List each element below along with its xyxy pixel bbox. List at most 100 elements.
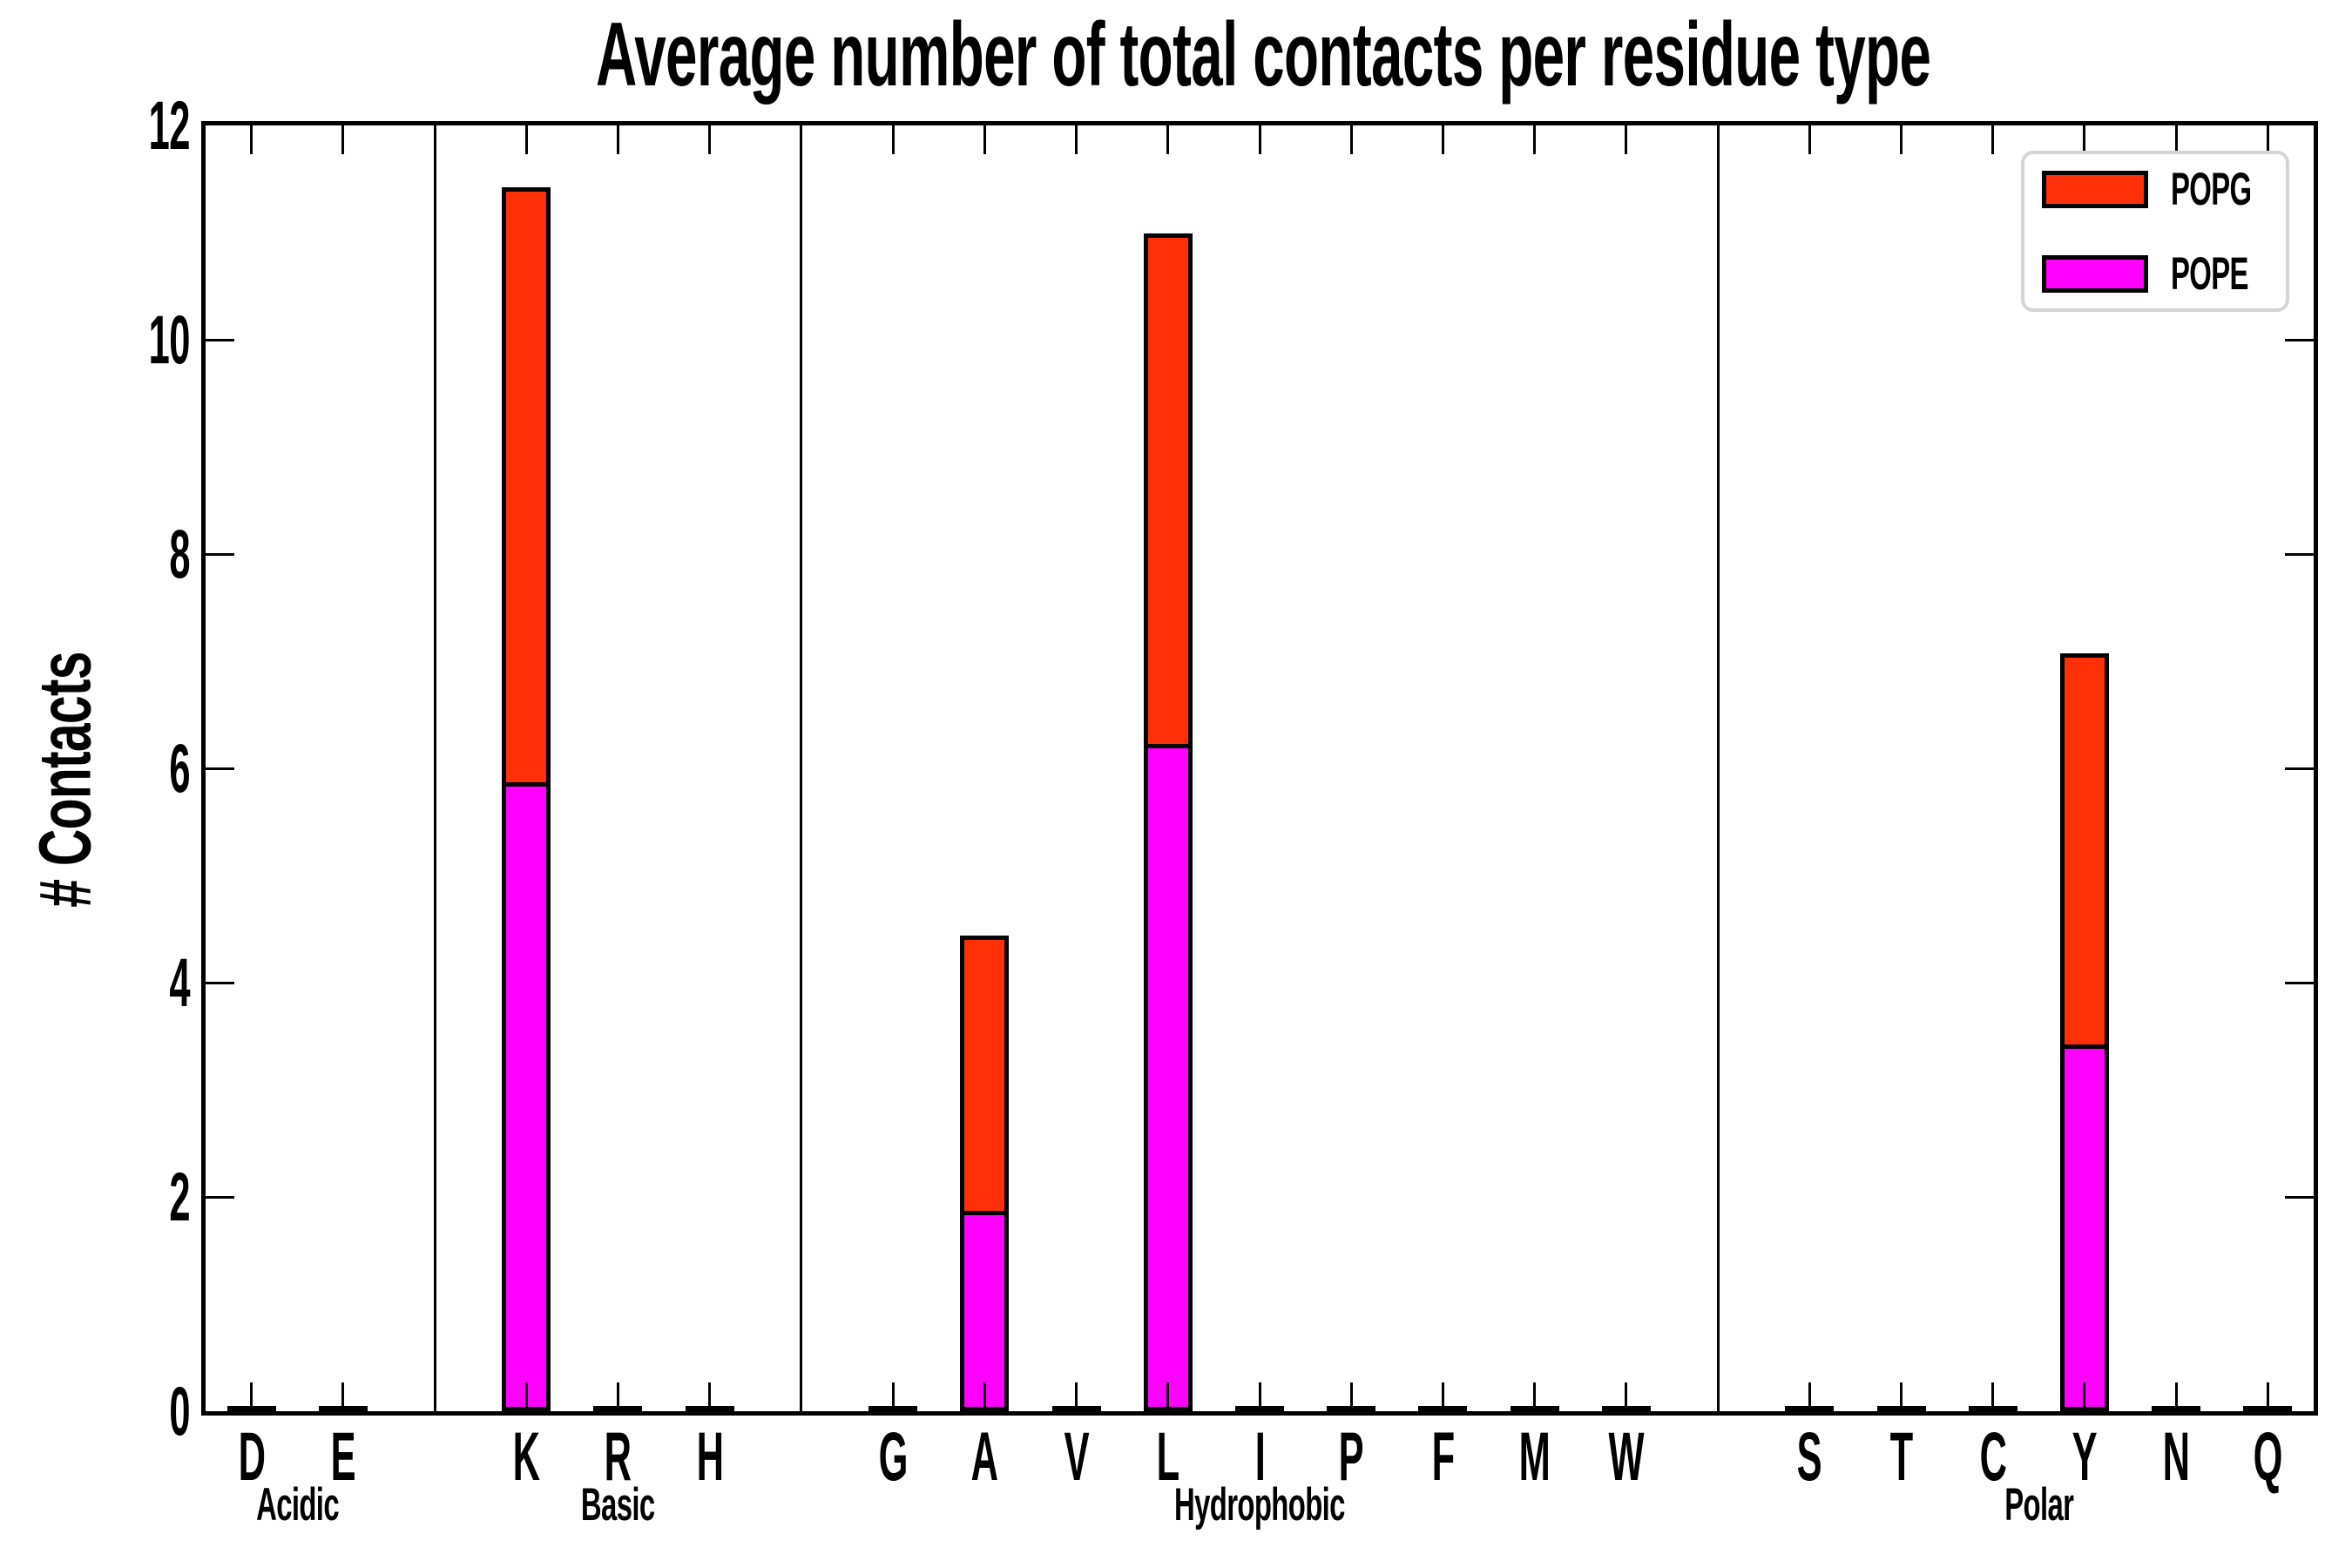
x-tick-label-L: L xyxy=(1103,1417,1233,1495)
group-label-text-basic: Basic xyxy=(581,1479,655,1531)
group-label-text-acidic: Acidic xyxy=(255,1479,340,1531)
x-tick-top-M xyxy=(1533,125,1537,154)
x-tick-label-text-M: M xyxy=(1518,1417,1551,1495)
x-tick-top-P xyxy=(1349,125,1353,154)
x-tick-label-text-K: K xyxy=(512,1417,540,1495)
x-tick-bottom-V xyxy=(1075,1382,1078,1411)
y-tick-right-2 xyxy=(2285,1195,2314,1199)
y-tick-left-6 xyxy=(206,767,234,770)
legend-label-pope: POPE xyxy=(2171,247,2248,300)
bar-Y-POPG xyxy=(2059,653,2109,1045)
x-tick-top-Q xyxy=(2266,125,2269,154)
x-tick-top-L xyxy=(1166,125,1170,154)
x-tick-label-text-C: C xyxy=(1979,1417,2007,1495)
y-tick-label-text-8: 8 xyxy=(169,515,190,592)
y-tick-label-text-2: 2 xyxy=(169,1158,190,1235)
x-tick-label-W: W xyxy=(1561,1422,1692,1490)
bar-A-POPG xyxy=(960,935,1010,1211)
x-tick-label-text-Y: Y xyxy=(2072,1417,2098,1495)
x-tick-label-Y: Y xyxy=(2019,1417,2150,1495)
x-tick-bottom-E xyxy=(341,1382,345,1411)
x-tick-label-D: D xyxy=(186,1422,317,1490)
x-tick-bottom-N xyxy=(2174,1382,2178,1411)
legend-swatch-pope xyxy=(2042,254,2148,293)
bar-L-POPG xyxy=(1143,233,1193,744)
x-tick-top-Y xyxy=(2083,125,2086,154)
group-label-text-hydrophobic: Hydrophobic xyxy=(1174,1479,1345,1531)
x-tick-top-F xyxy=(1441,125,1444,154)
x-tick-bottom-S xyxy=(1808,1382,1811,1411)
x-tick-label-text-N: N xyxy=(2162,1417,2190,1495)
x-tick-label-K: K xyxy=(461,1417,591,1495)
legend-item-pope: POPE xyxy=(2042,247,2286,301)
y-tick-label-2: 2 xyxy=(0,1158,190,1235)
x-tick-label-P: P xyxy=(1286,1422,1416,1490)
x-tick-top-I xyxy=(1258,125,1261,154)
x-tick-top-C xyxy=(1991,125,1995,154)
y-tick-label-8: 8 xyxy=(0,515,190,592)
x-tick-bottom-H xyxy=(708,1382,712,1411)
x-tick-label-text-T: T xyxy=(1889,1417,1914,1495)
x-tick-label-text-F: F xyxy=(1431,1417,1455,1495)
y-tick-label-text-6: 6 xyxy=(169,729,190,807)
bar-L-POPE xyxy=(1143,743,1193,1411)
bar-A-POPE xyxy=(960,1211,1010,1411)
y-tick-label-text-0: 0 xyxy=(169,1372,190,1450)
x-tick-top-E xyxy=(341,125,345,154)
x-tick-label-text-E: E xyxy=(330,1417,356,1495)
bar-Y-POPE xyxy=(2059,1044,2109,1411)
x-tick-label-text-I: I xyxy=(1254,1417,1265,1495)
bar-K-POPG xyxy=(502,187,551,782)
group-divider-2 xyxy=(800,125,803,1411)
x-tick-top-R xyxy=(616,125,619,154)
y-tick-left-2 xyxy=(206,1195,234,1199)
x-tick-top-H xyxy=(708,125,712,154)
x-tick-label-G: G xyxy=(828,1422,958,1490)
y-tick-left-10 xyxy=(206,338,234,341)
y-tick-label-0: 0 xyxy=(0,1372,190,1450)
x-tick-label-R: R xyxy=(552,1417,683,1495)
x-tick-label-E: E xyxy=(278,1417,409,1495)
x-tick-bottom-T xyxy=(1900,1382,1903,1411)
y-tick-right-8 xyxy=(2285,552,2314,556)
x-tick-label-text-L: L xyxy=(1156,1417,1180,1495)
x-tick-bottom-C xyxy=(1991,1382,1995,1411)
x-tick-label-text-V: V xyxy=(1064,1417,1089,1495)
x-tick-top-A xyxy=(983,125,986,154)
group-label-text-polar: Polar xyxy=(2004,1479,2074,1531)
x-tick-label-N: N xyxy=(2111,1417,2241,1495)
x-tick-top-G xyxy=(891,125,895,154)
y-tick-label-10: 10 xyxy=(0,305,191,374)
x-tick-bottom-L xyxy=(1166,1382,1170,1411)
x-tick-top-W xyxy=(1625,125,1628,154)
y-tick-label-6: 6 xyxy=(0,729,190,807)
x-tick-label-S: S xyxy=(1744,1422,1875,1490)
x-tick-bottom-W xyxy=(1625,1382,1628,1411)
group-divider-1 xyxy=(433,125,436,1411)
x-tick-label-F: F xyxy=(1377,1417,1508,1495)
group-divider-3 xyxy=(1716,125,1720,1411)
x-tick-bottom-I xyxy=(1258,1382,1261,1411)
x-tick-label-text-R: R xyxy=(605,1417,632,1495)
legend: POPG POPE xyxy=(2021,151,2289,312)
x-tick-bottom-R xyxy=(616,1382,619,1411)
y-tick-left-4 xyxy=(206,981,234,984)
x-tick-top-D xyxy=(250,125,253,154)
legend-swatch-popg xyxy=(2042,170,2148,208)
x-tick-bottom-D xyxy=(250,1382,253,1411)
group-label-hydrophobic: Hydrophobic xyxy=(1042,1479,1477,1531)
legend-item-popg: POPG xyxy=(2042,163,2286,216)
y-tick-label-text-12: 12 xyxy=(148,86,191,164)
x-tick-label-A: A xyxy=(919,1417,1050,1495)
x-tick-label-text-Q: Q xyxy=(2253,1417,2283,1495)
x-tick-bottom-G xyxy=(891,1382,895,1411)
group-label-polar: Polar xyxy=(1821,1479,2256,1531)
x-tick-label-T: T xyxy=(1836,1417,1967,1495)
x-tick-label-V: V xyxy=(1011,1417,1142,1495)
y-tick-right-4 xyxy=(2285,981,2314,984)
y-tick-left-8 xyxy=(206,552,234,556)
x-tick-label-text-A: A xyxy=(970,1417,998,1495)
y-tick-right-10 xyxy=(2285,338,2314,341)
y-tick-label-text-4: 4 xyxy=(169,943,190,1021)
